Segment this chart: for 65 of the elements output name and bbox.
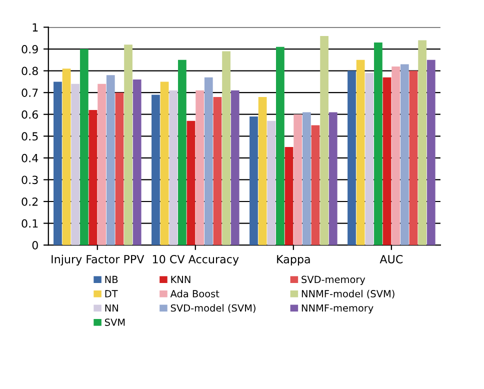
bar [160, 82, 169, 246]
y-tick-label: 0.9 [22, 44, 38, 54]
bar [71, 84, 80, 246]
bar [88, 110, 98, 246]
bar [294, 114, 302, 246]
x-tick-label: Kappa [277, 255, 310, 266]
bar [106, 75, 115, 246]
legend-label: NB [105, 276, 118, 283]
bar [426, 60, 436, 246]
bar [392, 66, 400, 246]
y-tick-label: 0 [32, 241, 38, 250]
y-tick-label: 1 [32, 23, 38, 32]
bar [115, 92, 124, 246]
bar [382, 77, 392, 246]
bar [196, 90, 204, 246]
bar [258, 96, 267, 246]
legend-label: DT [105, 290, 118, 298]
bar [250, 116, 258, 246]
bar [204, 77, 213, 246]
bar [409, 70, 418, 246]
y-tick-label: 0.6 [22, 110, 38, 119]
bar [80, 49, 88, 246]
x-tick-label: 10 CV Accuracy [152, 254, 239, 266]
bar [267, 120, 276, 246]
bar [418, 40, 426, 246]
bar [169, 90, 178, 246]
legend-label: SVM [104, 318, 125, 326]
y-tick-label: 0.2 [22, 197, 38, 206]
y-tick-label: 0.1 [22, 219, 38, 228]
bar [222, 51, 230, 246]
bar [400, 64, 409, 246]
bar [186, 120, 196, 246]
x-tick-label: Injury Factor PPV [52, 254, 144, 266]
bar [124, 44, 132, 246]
y-tick-label: 0.5 [22, 132, 38, 141]
bar [98, 84, 106, 246]
bar [302, 112, 311, 246]
y-tick-label: 0.8 [22, 66, 38, 76]
bar [311, 125, 320, 246]
x-tick-label: AUC [380, 254, 403, 264]
bar [62, 68, 71, 246]
y-tick-label: 0.3 [22, 176, 38, 184]
bar [320, 36, 328, 246]
legend-label: Ada Boost [170, 290, 220, 298]
legend-label: NNMF-memory [302, 304, 374, 314]
bar [230, 90, 240, 246]
legend-label: SVD-model (SVM) [170, 304, 256, 313]
bar [178, 60, 186, 246]
y-tick-label: 0.4 [22, 154, 38, 162]
legend-label: NNMF-model (SVM) [302, 290, 394, 299]
bar [365, 72, 374, 246]
bar [348, 70, 356, 246]
y-tick-label: 0.7 [22, 88, 38, 97]
bar [276, 46, 284, 246]
bar [284, 147, 294, 246]
legend-label: KNN [171, 276, 190, 283]
bar [152, 94, 160, 246]
bar [132, 80, 142, 246]
legend-label: NN [105, 304, 118, 312]
bar [213, 96, 222, 246]
bar [54, 82, 62, 246]
bar [328, 112, 338, 246]
legend-label: SVD-memory [302, 276, 366, 286]
bar [356, 60, 365, 246]
bar [374, 42, 382, 246]
